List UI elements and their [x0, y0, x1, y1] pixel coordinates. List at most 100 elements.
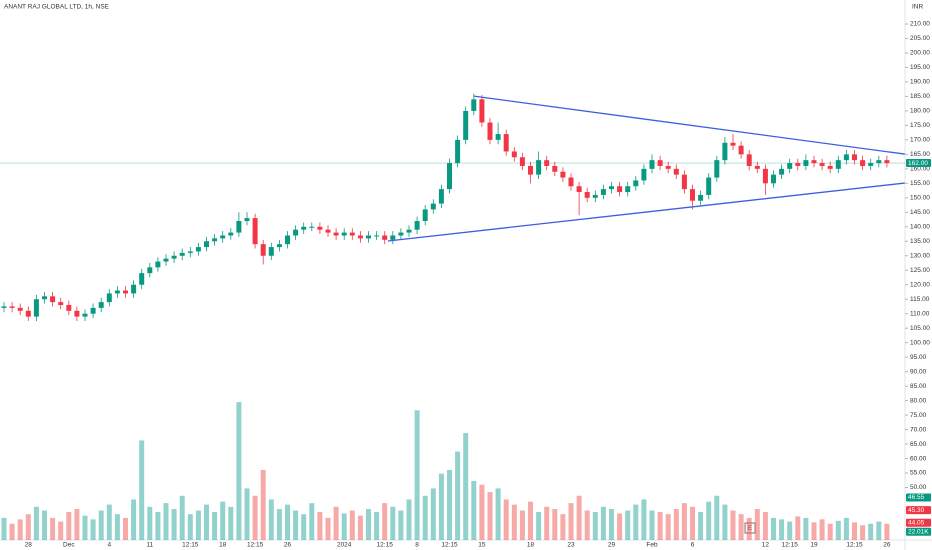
y-tick-label: 195.00	[910, 64, 930, 71]
volume-bar	[66, 511, 72, 540]
volume-bar	[33, 506, 39, 540]
candle-body	[455, 139, 461, 164]
candle-body	[333, 232, 339, 236]
volume-bar	[357, 515, 363, 540]
candle-body	[260, 244, 266, 256]
volume-bar	[430, 488, 436, 540]
volume-bar	[876, 521, 882, 540]
volume-bar	[503, 499, 509, 540]
candle-body	[868, 163, 874, 166]
volume-bar	[714, 495, 720, 540]
candle-body	[633, 180, 639, 187]
candle-body	[293, 229, 299, 236]
candle-body	[447, 163, 452, 190]
volume-bar	[58, 521, 64, 540]
price-label: 44.05	[908, 519, 925, 526]
candle-body	[690, 189, 695, 201]
x-tick-label: 12:15	[247, 542, 264, 549]
volume-bar	[609, 509, 614, 540]
candle-body	[106, 293, 112, 303]
volume-bar	[868, 523, 874, 540]
candle-body	[317, 226, 323, 230]
volume-bar	[398, 510, 404, 540]
volume-bar	[171, 509, 177, 540]
y-tick-label: 70.00	[910, 426, 927, 433]
price-label: 162.00	[908, 160, 928, 167]
candle-body	[463, 110, 469, 140]
volume-bar	[463, 433, 469, 540]
candle-body	[503, 134, 509, 152]
volume-bar	[552, 509, 558, 540]
volume-bar	[690, 506, 695, 540]
candle-body	[519, 157, 525, 166]
volume-bar	[98, 510, 104, 540]
volume-bar	[114, 514, 120, 540]
volume-bar	[366, 509, 371, 540]
candle-body	[479, 99, 485, 123]
candle-body	[528, 165, 533, 175]
x-tick-label: 15	[478, 542, 486, 549]
candle-body	[285, 235, 290, 245]
volume-bar	[325, 517, 331, 540]
x-tick-label: 26	[883, 542, 891, 549]
volume-bar	[90, 519, 96, 540]
volume-bar	[600, 506, 606, 540]
candle-body	[852, 154, 857, 161]
candle-body	[811, 160, 817, 164]
candle-body	[422, 209, 428, 221]
volume-bar	[722, 504, 728, 540]
x-tick-label: 12:15	[782, 542, 799, 549]
volume-bar	[884, 523, 890, 540]
candle-body	[236, 220, 242, 233]
candle-body	[123, 290, 128, 294]
candle-body	[560, 171, 566, 178]
volume-bar	[803, 517, 809, 540]
volume-bar	[220, 501, 226, 540]
volume-bar	[487, 492, 493, 540]
volume-bar	[260, 469, 266, 540]
candle-body	[406, 229, 412, 233]
x-tick-label: 18	[527, 542, 535, 549]
candle-body	[495, 134, 501, 140]
candle-body	[244, 218, 250, 221]
volume-bar	[544, 506, 550, 540]
y-tick-label: 65.00	[910, 441, 927, 448]
x-tick-label: Dec	[63, 542, 75, 549]
volume-bar	[131, 499, 137, 540]
volume-bar	[349, 510, 355, 540]
price-label-box	[906, 506, 931, 515]
volume-bar	[390, 506, 396, 540]
candle-body	[382, 235, 388, 240]
price-label-box	[906, 493, 931, 502]
candle-body	[609, 186, 614, 190]
candle-body	[309, 226, 315, 228]
candle-body	[252, 218, 258, 245]
candle-body	[722, 142, 728, 161]
candle-body	[835, 160, 841, 169]
y-tick-label: 130.00	[910, 252, 930, 259]
volume-bar	[787, 521, 793, 540]
volume-bar	[147, 506, 153, 540]
volume-bar	[333, 506, 339, 540]
x-tick-label: 11	[146, 542, 153, 549]
candle-body	[576, 186, 582, 193]
volume-bar	[228, 506, 234, 540]
volume-bar	[738, 514, 744, 540]
x-tick-label: 23	[567, 542, 575, 549]
candle-body	[649, 160, 655, 169]
volume-bar	[860, 525, 866, 540]
candle-body	[884, 160, 890, 164]
y-tick-label: 105.00	[910, 325, 930, 332]
candle-body	[827, 165, 833, 169]
volume-bar	[819, 519, 825, 540]
volume-bar	[163, 503, 169, 540]
y-tick-label: 175.00	[910, 122, 930, 129]
price-label: 45.30	[908, 507, 925, 514]
candle-body	[390, 235, 396, 240]
volume-bar	[74, 509, 80, 540]
candle-body	[98, 302, 104, 308]
volume-bar	[422, 495, 428, 540]
candle-body	[592, 194, 598, 198]
volume-bar	[204, 504, 209, 540]
candle-body	[600, 189, 606, 195]
